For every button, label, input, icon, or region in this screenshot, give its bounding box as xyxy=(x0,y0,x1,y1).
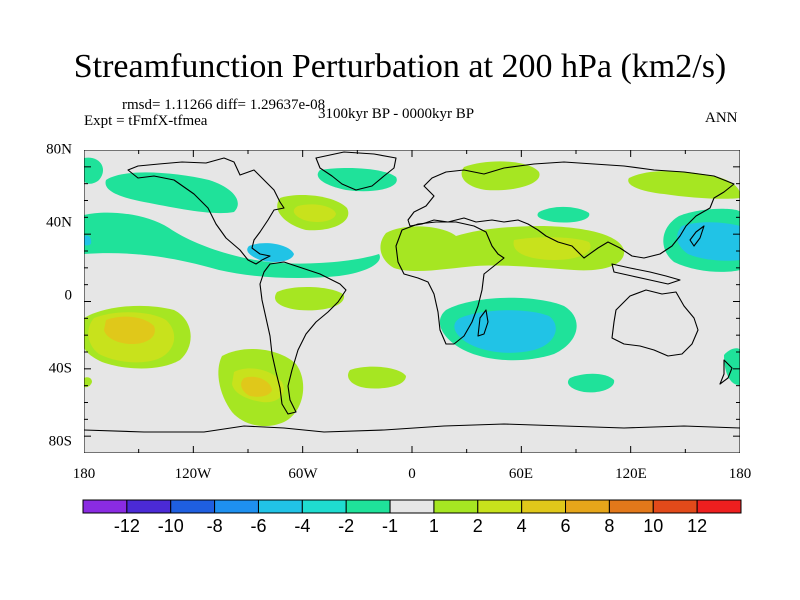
colorbar-box xyxy=(477,499,523,514)
colorbar-label: -2 xyxy=(338,516,355,536)
y-tick-label: 40S xyxy=(48,360,72,377)
australia-coast xyxy=(611,289,699,357)
x-tick-label: 180 xyxy=(72,466,96,482)
colorbar-box xyxy=(565,499,610,514)
field-alaska-negative xyxy=(84,157,104,184)
colorbar-box xyxy=(170,499,216,514)
coastlines xyxy=(84,151,740,433)
field-s-america-south-core xyxy=(241,376,272,397)
colorbar-label: 12 xyxy=(687,516,708,536)
colorbar-label: -12 xyxy=(113,516,140,536)
x-tick-label: 120W xyxy=(174,466,212,482)
field-siberia-positive xyxy=(628,171,740,199)
x-tick-label: 0 xyxy=(408,466,416,482)
field-s-america-positive xyxy=(274,286,345,311)
colorbar-label: -6 xyxy=(250,516,267,536)
colorbar-label: 2 xyxy=(472,516,483,536)
colorbar-label: 8 xyxy=(604,516,615,536)
south-america-coast xyxy=(259,261,347,415)
colorbar-box xyxy=(214,499,259,514)
colorbar-label: 6 xyxy=(560,516,571,536)
field-se-pacific-positive xyxy=(84,377,92,388)
y-tick-label: 80S xyxy=(48,433,72,450)
field-canada-negative xyxy=(105,172,238,214)
colorbar-label: 10 xyxy=(643,516,664,536)
north-america-coast xyxy=(127,157,285,265)
africa-coast xyxy=(395,221,505,345)
colorbar-box xyxy=(608,499,654,514)
experiment-text: Expt = tFmfX-tfmea xyxy=(84,113,208,129)
colorbar-label: 1 xyxy=(428,516,439,536)
antarctica-coast xyxy=(84,423,740,433)
x-tick-label: 180 xyxy=(728,466,752,482)
field-s-pacific-core xyxy=(104,316,155,344)
axis-ticks xyxy=(84,150,740,453)
season-text: ANN xyxy=(705,110,738,126)
field-africa-asia-inner xyxy=(513,237,591,260)
colorbar-label: -10 xyxy=(157,516,184,536)
eurasia-coast xyxy=(407,161,735,259)
colorbar-label: -8 xyxy=(206,516,223,536)
colorbar-box xyxy=(82,499,128,514)
indonesia-coast xyxy=(611,263,681,285)
stats-text: rmsd= 1.11266 diff= 1.29637e-08 xyxy=(122,97,326,113)
colorbar xyxy=(82,499,742,514)
colorbar-label: -1 xyxy=(382,516,399,536)
x-tick-label: 60E xyxy=(508,466,534,482)
colorbar-box xyxy=(652,499,698,514)
field-europe-negative xyxy=(537,206,590,223)
field-nw-atlantic-inner xyxy=(293,204,336,222)
colorbar-box xyxy=(126,499,172,514)
chart-title: Streamfunction Perturbation at 200 hPa (… xyxy=(73,48,727,85)
y-tick-label: 80N xyxy=(46,141,72,158)
x-tick-label: 60W xyxy=(288,466,318,482)
field-africa-asia-positive xyxy=(380,226,625,272)
field-caribbean-negative xyxy=(84,212,380,278)
colorbar-box xyxy=(345,499,391,514)
colorbar-box xyxy=(389,499,435,514)
colorbar-label: -4 xyxy=(294,516,311,536)
field-s-atlantic-positive xyxy=(347,366,406,389)
colorbar-box xyxy=(696,499,742,514)
madagascar-coast xyxy=(477,309,489,337)
field-w-pacific-inner xyxy=(677,222,740,261)
field-caribbean-inner xyxy=(247,243,294,262)
field-dateline-inner xyxy=(84,235,92,246)
anomaly-fields xyxy=(84,157,740,427)
field-n-atlantic-negative xyxy=(317,168,397,192)
greenland-coast xyxy=(315,151,397,191)
colorbar-label: 4 xyxy=(516,516,527,536)
japan-coast xyxy=(689,225,705,247)
x-tick-label: 120E xyxy=(615,466,647,482)
new-zealand-coast xyxy=(719,359,733,385)
colorbar-box xyxy=(301,499,347,514)
y-tick-label: 40N xyxy=(46,214,72,231)
period-text: 3100kyr BP - 0000kyr BP xyxy=(318,106,475,122)
map-plot xyxy=(84,150,740,453)
y-tick-label: 0 xyxy=(64,287,73,304)
colorbar-box xyxy=(433,499,479,514)
colorbar-box xyxy=(257,499,303,514)
field-arctic-positive xyxy=(461,161,540,191)
field-e-australia-negative xyxy=(724,348,740,386)
field-s-indian-negative xyxy=(567,373,615,393)
colorbar-box xyxy=(521,499,567,514)
